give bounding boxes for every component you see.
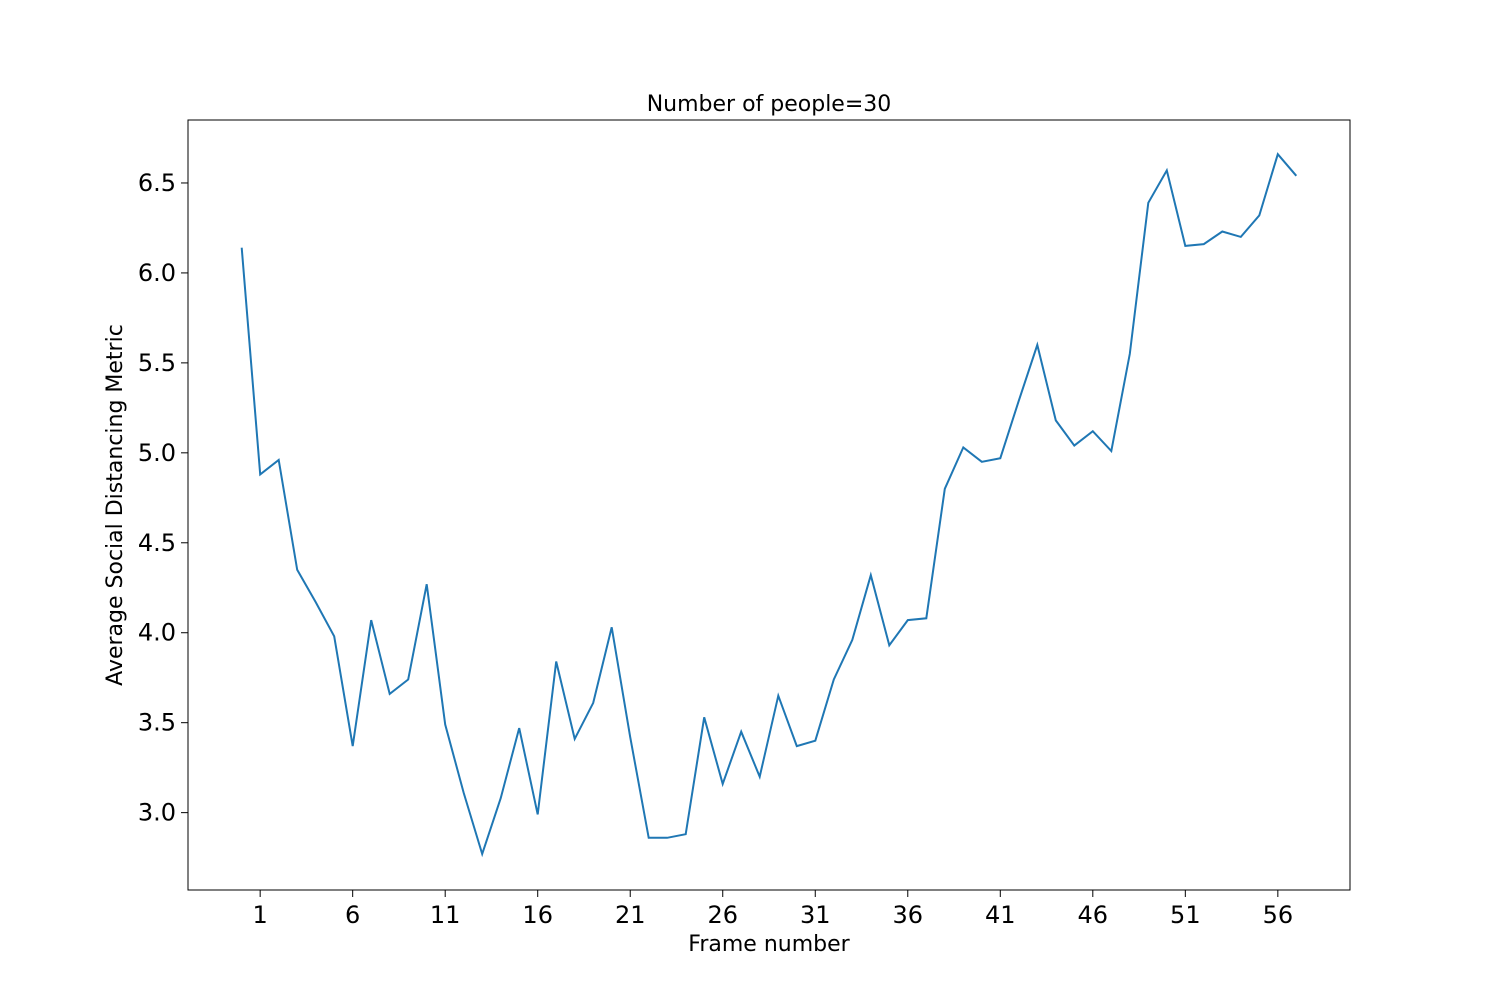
data-point — [277, 458, 281, 462]
x-tick-label: 36 — [893, 901, 924, 929]
data-point — [1165, 168, 1169, 172]
data-point — [1091, 429, 1095, 433]
data-point — [684, 832, 688, 836]
data-point — [554, 660, 558, 664]
data-point — [610, 625, 614, 629]
y-tick-label: 6.0 — [138, 259, 176, 287]
data-point — [591, 701, 595, 705]
data-point — [1183, 244, 1187, 248]
data-point — [1276, 152, 1280, 156]
data-point — [1109, 449, 1113, 453]
data-point — [388, 692, 392, 696]
y-tick-label: 3.0 — [138, 799, 176, 827]
x-axis-label: Frame number — [688, 932, 850, 957]
x-tick-label: 6 — [345, 901, 360, 929]
y-tick-label: 4.5 — [138, 529, 176, 557]
chart-title: Number of people=30 — [647, 92, 892, 117]
data-point — [850, 638, 854, 642]
data-point — [1128, 352, 1132, 356]
x-tick-label: 1 — [253, 901, 268, 929]
data-point — [961, 445, 965, 449]
data-point — [813, 739, 817, 743]
data-point — [1220, 230, 1224, 234]
data-point — [1294, 174, 1298, 178]
y-tick-label: 4.0 — [138, 619, 176, 647]
data-point — [240, 246, 244, 250]
data-point — [517, 726, 521, 730]
x-tick-label: 26 — [707, 901, 738, 929]
data-point — [1239, 235, 1243, 239]
x-tick-label: 31 — [800, 901, 831, 929]
data-point — [665, 836, 669, 840]
x-tick-label: 11 — [430, 901, 461, 929]
data-point — [739, 730, 743, 734]
data-point — [758, 775, 762, 779]
data-point — [480, 852, 484, 856]
x-tick-label: 21 — [615, 901, 646, 929]
data-point — [332, 634, 336, 638]
data-point — [1257, 213, 1261, 217]
data-point — [943, 487, 947, 491]
data-point — [499, 796, 503, 800]
data-point — [1017, 399, 1021, 403]
series-line — [240, 152, 1298, 858]
data-point — [832, 678, 836, 682]
data-point — [869, 573, 873, 577]
plot-area — [187, 119, 1351, 891]
y-tick-label: 3.5 — [138, 709, 176, 737]
data-point — [721, 782, 725, 786]
data-point — [887, 643, 891, 647]
x-tick-label: 56 — [1263, 901, 1294, 929]
data-point — [406, 678, 410, 682]
data-point — [295, 568, 299, 572]
plot-frame — [187, 119, 1351, 891]
data-point — [573, 737, 577, 741]
y-tick-label: 5.0 — [138, 439, 176, 467]
data-point — [906, 618, 910, 622]
data-point — [702, 715, 706, 719]
data-point — [536, 812, 540, 816]
data-point — [351, 744, 355, 748]
data-point — [628, 735, 632, 739]
data-point — [647, 836, 651, 840]
y-axis-label: Average Social Distancing Metric — [103, 324, 128, 686]
data-point — [462, 791, 466, 795]
y-axis: 3.0 3.5 4.0 4.5 5.0 5.5 6.0 6.5 — [138, 169, 188, 827]
data-point — [443, 723, 447, 727]
y-tick-label: 5.5 — [138, 349, 176, 377]
data-point — [1146, 201, 1150, 205]
data-point — [924, 616, 928, 620]
data-point — [1202, 242, 1206, 246]
data-point — [795, 744, 799, 748]
x-tick-label: 41 — [985, 901, 1016, 929]
x-tick-label: 16 — [522, 901, 553, 929]
data-point — [425, 582, 429, 586]
data-point — [369, 618, 373, 622]
data-point — [980, 460, 984, 464]
data-point — [1054, 418, 1058, 422]
data-point — [258, 472, 262, 476]
data-point — [314, 600, 318, 604]
data-point — [776, 694, 780, 698]
data-point — [998, 456, 1002, 460]
data-point — [1035, 343, 1039, 347]
data-point — [1072, 444, 1076, 448]
x-tick-label: 46 — [1078, 901, 1109, 929]
x-axis: 1 6 11 16 21 26 31 36 41 46 51 56 — [253, 890, 1294, 929]
y-tick-label: 6.5 — [138, 169, 176, 197]
x-tick-label: 51 — [1170, 901, 1201, 929]
